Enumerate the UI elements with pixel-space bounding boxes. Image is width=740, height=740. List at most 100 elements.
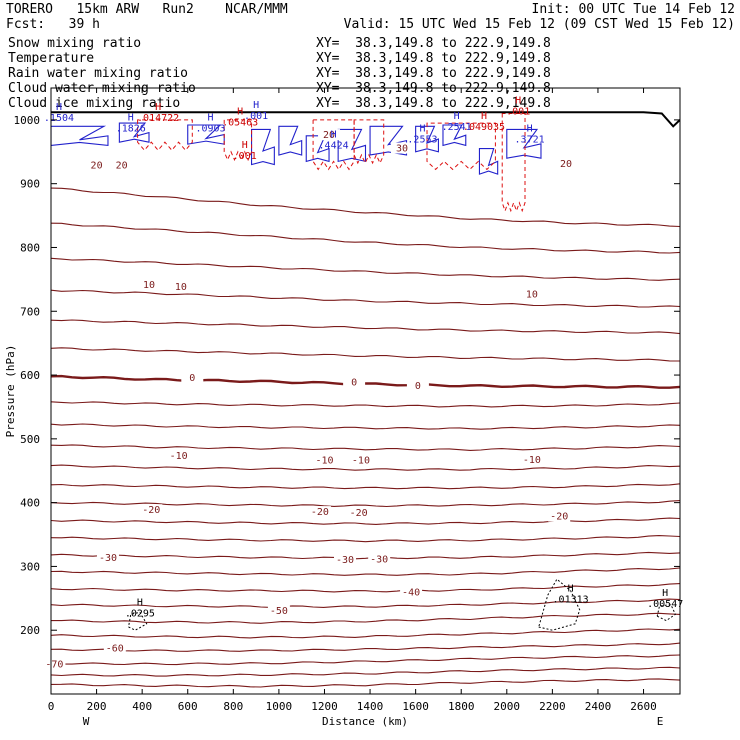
x-axis-ticks: 0 200 400 600 800 1000 1200 1400 1600 1800 2000 220… [48,88,657,713]
high-marker-symbol: H [253,100,259,111]
contour-label: -60 [106,644,124,655]
contour-label: -20 [142,505,160,516]
cloud-water-contour [251,128,275,166]
x-tick-label: 600 [178,700,198,713]
isotherm-line [51,257,680,281]
contour-label: -70 [45,660,63,671]
contour-label: -20 [311,507,329,518]
isotherm-line [51,678,680,688]
y-tick-label: 800 [20,241,40,254]
contour-label-bg [390,142,413,154]
cloud-water-contour [278,125,303,156]
contour-label: -10 [170,451,188,462]
contour-label-bg [85,159,108,171]
snow-contours [128,578,677,631]
contour-label: 10 [143,280,155,291]
field-xy-cloud-ice: XY= 38.3,149.8 to 222.9,149.8 [316,96,551,111]
isotherm-line [51,374,680,389]
high-marker-symbol: H [515,96,521,107]
x-tick-label: 200 [87,700,107,713]
field-xy-snow: XY= 38.3,149.8 to 222.9,149.8 [316,36,551,51]
x-tick-label: 1600 [402,700,429,713]
contour-label: 30 [396,144,408,155]
contour-label: -10 [352,455,370,466]
high-marker-symbol: H [419,124,425,135]
rain-contour [353,119,385,165]
y-tick-label: 900 [20,178,40,191]
isotherm-line [51,598,680,608]
high-marker-value: .0903 [195,124,225,135]
high-marker-symbol: H [527,124,533,135]
x-tick-label: 2200 [539,700,566,713]
high-marker-value: .2553 [407,135,437,146]
isotherm-line [51,567,680,576]
field-name-rain: Rain water mixing ratio [8,66,188,81]
contour-label-bg [308,506,331,518]
contour-labels: -70 -60 -50 -40 -30 -30 -30 -20 -20 -20 -20 -10 -10 -… [43,129,578,671]
header: TORERO 15km ARW Run2 NCAR/MMM Init: 00 U… [6,2,735,32]
contour-label-bg [140,504,163,516]
contour-label: 20 [323,130,335,141]
contour-label-bg [137,279,160,291]
contour-label: -20 [350,508,368,519]
high-marker-symbol: H [137,598,143,609]
high-marker-value: .001 [233,151,257,162]
contour-label: -30 [336,555,354,566]
snow-contour [656,604,677,622]
x-tick-label: 1000 [266,700,293,713]
contour-label-bg [400,586,423,598]
field-name-temperature: Temperature [8,51,94,66]
isotherm-line [51,535,680,543]
contour-label: -30 [370,554,388,565]
high-marker-value: .2541 [442,122,472,133]
y-tick-label: 1000 [14,114,41,127]
rain-contours [137,113,526,213]
cloud-water-contour [337,128,367,163]
terrain-surface [51,111,680,128]
high-marker-symbol: H [331,129,337,140]
contour-label-bg [347,506,370,518]
high-marker-symbol: H [662,588,668,599]
high-marker-value: .014722 [137,113,179,124]
x-tick-label: 1800 [448,700,475,713]
field-xy-rain: XY= 38.3,149.8 to 222.9,149.8 [316,66,551,81]
high-marker-symbol: H [208,113,214,124]
y-tick-label: 600 [20,369,40,382]
high-marker-symbol: H [242,140,248,151]
high-marker-symbol: H [454,111,460,122]
isotherm-line [51,628,680,639]
contour-label-bg [555,157,578,169]
contour-label-bg [520,453,543,465]
contour-label-bg [548,510,571,522]
temperature-isotherms [51,187,680,688]
high-marker-value: .00547 [647,599,683,610]
high-marker-symbol: H [481,111,487,122]
contour-label: -40 [402,587,420,598]
rain-contour [426,122,496,171]
cloud-water-contour [187,124,225,145]
contour-label-bg [43,658,66,670]
field-legend: Snow mixing ratio XY= 38.3,149.8 to 222.… [8,36,551,111]
contour-label: 0 [415,381,421,392]
isotherm-line [51,222,680,254]
cloud-water-contour [442,124,467,147]
isotherm-line [51,551,680,560]
x-tick-label: 2400 [585,700,612,713]
rain-contour [223,119,253,162]
x-tick-label: 2600 [630,700,657,713]
high-marker-value: .05463 [222,117,258,128]
contour-label-bg [96,552,119,564]
high-marker-symbol: H [237,106,243,117]
contour-label: 10 [175,282,187,293]
high-marker-value: .049035 [463,122,505,133]
isotherm-line [51,187,680,228]
contour-label-bg [181,372,204,384]
high-marker-value: .1826 [116,124,146,135]
contour-label: -50 [270,606,288,617]
field-name-snow: Snow mixing ratio [8,36,141,51]
high-marker-value: .01313 [553,595,589,606]
rain-contour [312,119,355,171]
x-axis-label: Distance (km) [322,715,408,728]
